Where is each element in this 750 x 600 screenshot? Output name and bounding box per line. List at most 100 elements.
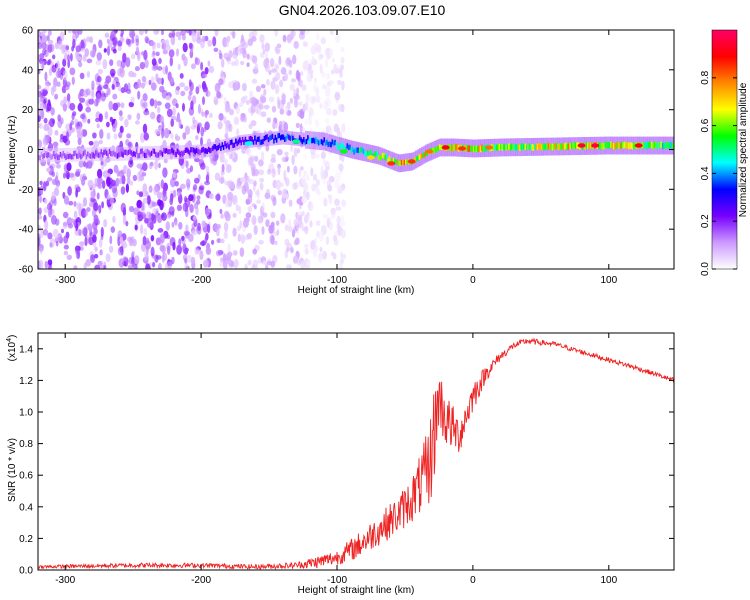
ridge-cell	[326, 139, 328, 145]
noise-speck	[184, 125, 191, 135]
noise-speck	[142, 197, 148, 204]
noise-speck	[277, 99, 281, 110]
noise-speck	[229, 153, 233, 160]
ridge-cell	[225, 143, 228, 149]
noise-speck	[293, 98, 299, 108]
noise-speck	[208, 65, 215, 74]
ridge-cell	[470, 145, 472, 152]
noise-speck	[176, 48, 179, 57]
noise-speck	[140, 82, 145, 89]
noise-speck	[284, 72, 288, 82]
ridge-cell	[118, 152, 120, 158]
ridge-peak	[634, 143, 643, 148]
noise-speck	[120, 102, 125, 109]
noise-speck	[142, 123, 148, 134]
ridge-cell	[134, 152, 137, 158]
noise-speck	[178, 238, 182, 246]
noise-speck	[325, 58, 329, 68]
ridge-cell	[398, 160, 400, 166]
noise-speck	[300, 261, 306, 269]
noise-speck	[313, 42, 319, 48]
y-tick-label: 1.0	[19, 408, 33, 419]
ridge-cell	[88, 152, 90, 158]
noise-speck	[156, 66, 163, 71]
ridge-cell	[434, 147, 437, 153]
noise-speck	[125, 57, 131, 68]
noise-speck	[187, 94, 192, 101]
noise-speck	[298, 167, 302, 178]
noise-speck	[223, 52, 229, 60]
noise-speck	[51, 64, 57, 73]
noise-speck	[272, 120, 276, 130]
noise-speck	[47, 30, 52, 36]
noise-speck	[325, 236, 330, 245]
noise-speck	[251, 30, 258, 36]
noise-speck	[129, 32, 136, 37]
ridge-cell	[421, 153, 423, 159]
noise-speck	[94, 264, 101, 269]
ridge-cell	[137, 153, 139, 159]
spectrogram-x-ticks: -300 -200 -100 0 100	[55, 30, 618, 286]
ridge-cell	[211, 145, 214, 151]
noise-speck	[164, 262, 168, 269]
noise-speck	[137, 78, 142, 89]
ridge-peak	[407, 159, 416, 164]
noise-speck	[260, 111, 267, 118]
ridge-cell	[255, 139, 257, 145]
ridge-cell	[303, 137, 305, 143]
spectrogram-y-label: Frequency (Hz)	[7, 116, 18, 185]
ridge-cell	[167, 149, 169, 155]
ridge-cell	[542, 143, 544, 151]
noise-speck	[125, 139, 130, 146]
noise-speck	[314, 119, 320, 128]
noise-speck	[265, 264, 269, 269]
noise-speck	[240, 38, 246, 47]
noise-speck	[205, 247, 212, 255]
noise-speck	[341, 124, 344, 134]
noise-speck	[325, 86, 331, 97]
noise-speck	[336, 223, 341, 230]
ridge-cell	[129, 148, 131, 154]
ridge-cell	[179, 151, 181, 157]
snr-multiplier-base: (x10	[7, 341, 18, 361]
ridge-cell	[81, 153, 84, 159]
noise-speck	[339, 261, 343, 269]
noise-speck	[283, 122, 289, 133]
noise-speck	[184, 249, 189, 255]
noise-speck	[182, 254, 188, 261]
noise-speck	[225, 197, 229, 208]
noise-speck	[85, 106, 91, 113]
noise-speck	[192, 215, 197, 221]
ridge-cell	[269, 135, 271, 141]
noise-speck	[99, 249, 103, 256]
noise-speck	[200, 136, 203, 147]
noise-speck	[292, 255, 299, 264]
noise-speck	[69, 122, 73, 131]
ridge-cell	[300, 137, 302, 143]
noise-speck	[122, 214, 127, 225]
noise-speck	[202, 35, 206, 43]
ridge-cell	[557, 143, 559, 150]
ridge-cell	[173, 150, 176, 156]
ridge-cell	[369, 149, 372, 155]
noise-speck	[276, 43, 282, 49]
noise-speck	[197, 103, 201, 114]
ridge-cell	[520, 143, 522, 150]
noise-speck	[112, 215, 116, 224]
ridge-cell	[203, 148, 206, 154]
noise-speck	[106, 194, 111, 200]
noise-speck	[288, 219, 292, 229]
noise-speck	[188, 194, 194, 202]
ridge-cell	[653, 141, 656, 149]
ridge-cell	[505, 144, 508, 151]
noise-speck	[216, 238, 222, 244]
ridge-cell	[198, 149, 200, 155]
noise-speck	[290, 30, 296, 38]
ridge-cell	[286, 133, 289, 139]
noise-speck	[316, 32, 320, 41]
ridge-cell	[381, 152, 384, 158]
snr-x-label: Height of straight line (km)	[298, 585, 415, 596]
noise-speck	[319, 63, 323, 74]
noise-speck	[215, 250, 222, 257]
ridge-cell	[288, 134, 290, 140]
